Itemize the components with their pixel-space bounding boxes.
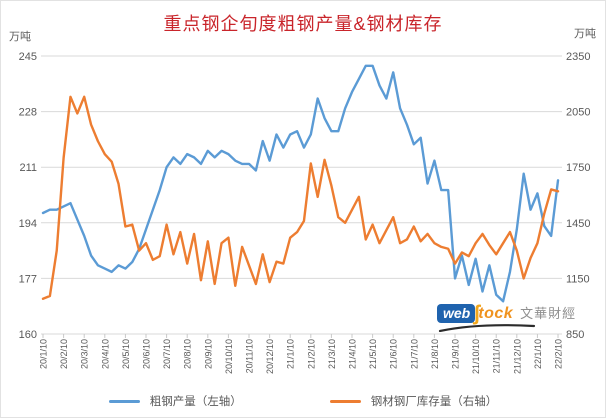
svg-text:20/10/10: 20/10/10 [224,339,234,374]
crude-steel-legend-label: 粗钢产量（左轴） [149,396,242,408]
right-axis-tick-labels: 2350 2050 1750 1450 1150 850 [566,51,590,341]
svg-text:850: 850 [566,329,584,341]
svg-text:21/12/10: 21/12/10 [512,339,522,374]
svg-text:2050: 2050 [566,107,590,119]
svg-text:20/8/10: 20/8/10 [183,339,193,369]
svg-text:21/4/10: 21/4/10 [348,339,358,369]
chart-legend: 粗钢产量（左轴） 钢材钢厂库存量（右轴） [1,393,605,409]
legend-item-crude-steel: 粗钢产量（左轴） [108,393,242,409]
right-axis-unit-label: 万吨 [574,28,596,40]
svg-text:21/8/10: 21/8/10 [430,339,440,369]
svg-text:20/4/10: 20/4/10 [100,339,110,369]
svg-text:21/9/10: 21/9/10 [451,339,461,369]
svg-text:245: 245 [19,51,37,63]
svg-text:211: 211 [19,162,37,174]
svg-text:21/10/10: 21/10/10 [471,339,481,374]
svg-text:22/2/10: 22/2/10 [554,339,564,369]
left-axis-unit-label: 万吨 [9,31,31,43]
svg-text:21/2/10: 21/2/10 [306,339,316,369]
svg-text:20/5/10: 20/5/10 [121,339,131,369]
svg-text:20/3/10: 20/3/10 [80,339,90,369]
x-axis-labels: 20/1/10 20/2/10 20/3/10 20/4/10 20/5/10 20/6/… [39,334,564,374]
crude-steel-output-line [41,64,560,303]
inventory-line-swatch [329,399,361,403]
svg-text:20/2/10: 20/2/10 [59,339,69,369]
svg-text:21/6/10: 21/6/10 [389,339,399,369]
webstock-swoosh-underline-icon [438,324,536,332]
svg-text:21/3/10: 21/3/10 [327,339,337,369]
left-axis-tick-labels: 245 228 211 194 177 160 [19,51,37,341]
svg-text:1750: 1750 [566,162,590,174]
svg-text:21/5/10: 21/5/10 [368,339,378,369]
svg-text:194: 194 [19,218,37,230]
svg-text:21/7/10: 21/7/10 [409,339,419,369]
svg-text:21/1/10: 21/1/10 [286,339,296,369]
webstock-logo-s-swoosh-icon: ʃ [473,302,481,326]
svg-text:20/9/10: 20/9/10 [203,339,213,369]
steel-inventory-line [41,95,560,300]
svg-text:20/11/10: 20/11/10 [245,339,255,373]
svg-text:2350: 2350 [566,51,590,63]
svg-text:20/7/10: 20/7/10 [162,339,172,369]
svg-text:160: 160 [19,329,37,341]
svg-text:228: 228 [19,107,37,119]
webstock-logo-tock: tock [478,305,514,322]
svg-text:20/6/10: 20/6/10 [142,339,152,369]
svg-text:21/11/10: 21/11/10 [492,339,502,373]
webstock-watermark: web ʃ tock 文華財經 [437,303,576,332]
inventory-legend-label: 钢材钢厂库存量（右轴） [370,396,498,408]
legend-item-inventory: 钢材钢厂库存量（右轴） [329,393,498,409]
chart-title: 重点钢企旬度粗钢产量&钢材库存 [163,14,443,34]
svg-text:1150: 1150 [566,273,590,285]
svg-text:20/12/10: 20/12/10 [265,339,275,374]
webstock-logo-web: web [437,304,476,323]
webstock-logo-chinese: 文華財經 [520,306,577,321]
svg-text:177: 177 [19,273,37,285]
svg-text:1450: 1450 [566,218,590,230]
svg-text:20/1/10: 20/1/10 [39,339,49,369]
svg-text:22/1/10: 22/1/10 [533,339,543,369]
crude-steel-line-swatch [108,399,140,403]
